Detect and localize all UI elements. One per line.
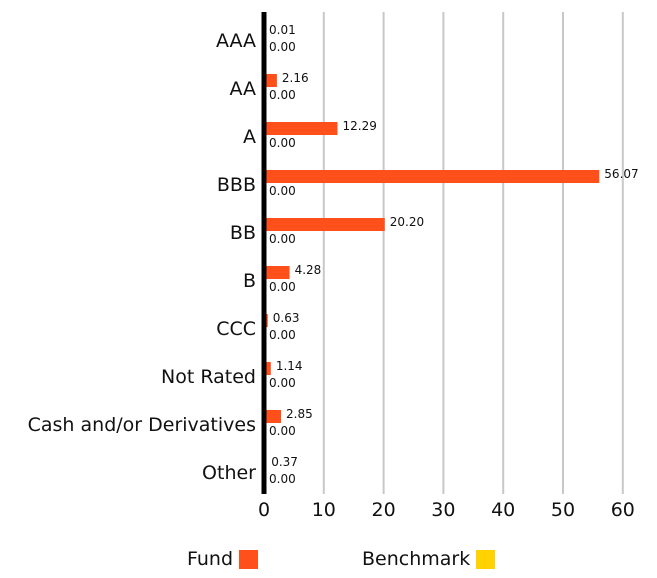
value-label-fund: 20.20 — [390, 215, 424, 229]
value-label-benchmark: 0.00 — [269, 280, 296, 294]
bar-fund — [264, 122, 337, 135]
legend-label-fund: Fund — [187, 548, 233, 570]
legend-item-benchmark: Benchmark — [362, 548, 495, 570]
value-label-fund: 2.85 — [286, 407, 313, 421]
category-label: BBB — [217, 174, 256, 196]
value-label-fund: 0.63 — [273, 311, 300, 325]
value-label-fund: 0.01 — [269, 23, 296, 37]
bar-fund — [264, 170, 599, 183]
bar-fund — [264, 218, 385, 231]
value-label-benchmark: 0.00 — [269, 184, 296, 198]
legend-swatch-benchmark — [476, 550, 495, 569]
category-label: CCC — [216, 318, 256, 340]
value-label-benchmark: 0.00 — [269, 376, 296, 390]
category-label: BB — [230, 222, 256, 244]
value-label-benchmark: 0.00 — [269, 40, 296, 54]
value-label-fund: 0.37 — [271, 455, 298, 469]
x-tick-label-40: 40 — [491, 499, 515, 521]
category-label: B — [243, 270, 256, 292]
category-label: A — [243, 126, 256, 148]
legend-item-fund: Fund — [187, 548, 258, 570]
category-label: AAA — [216, 30, 256, 52]
category-label: Cash and/or Derivatives — [28, 414, 256, 436]
legend-label-benchmark: Benchmark — [362, 548, 470, 570]
value-label-benchmark: 0.00 — [269, 88, 296, 102]
x-tick-label-20: 20 — [372, 499, 396, 521]
value-label-benchmark: 0.00 — [269, 136, 296, 150]
value-label-fund: 1.14 — [276, 359, 303, 373]
x-tick-label-50: 50 — [551, 499, 575, 521]
x-tick-label-60: 60 — [611, 499, 635, 521]
value-label-fund: 12.29 — [342, 119, 376, 133]
bar-fund — [264, 266, 290, 279]
value-label-benchmark: 0.00 — [269, 424, 296, 438]
value-label-benchmark: 0.00 — [269, 232, 296, 246]
x-tick-label-0: 0 — [258, 499, 270, 521]
bar-chart: 0 10 20 30 40 50 60 AAA 0.01 0.00 AA 2.16 0.00 A 12.29… — [0, 0, 657, 545]
x-tick-label-10: 10 — [312, 499, 336, 521]
category-label: Other — [202, 462, 256, 484]
category-label: Not Rated — [161, 366, 256, 388]
x-tick-label-30: 30 — [431, 499, 455, 521]
value-label-fund: 56.07 — [604, 167, 638, 181]
value-label-fund: 2.16 — [282, 71, 309, 85]
category-label: AA — [229, 78, 256, 100]
value-label-benchmark: 0.00 — [269, 328, 296, 342]
value-label-fund: 4.28 — [295, 263, 322, 277]
value-label-benchmark: 0.00 — [269, 472, 296, 486]
bar-fund — [264, 410, 281, 423]
legend-swatch-fund — [239, 550, 258, 569]
